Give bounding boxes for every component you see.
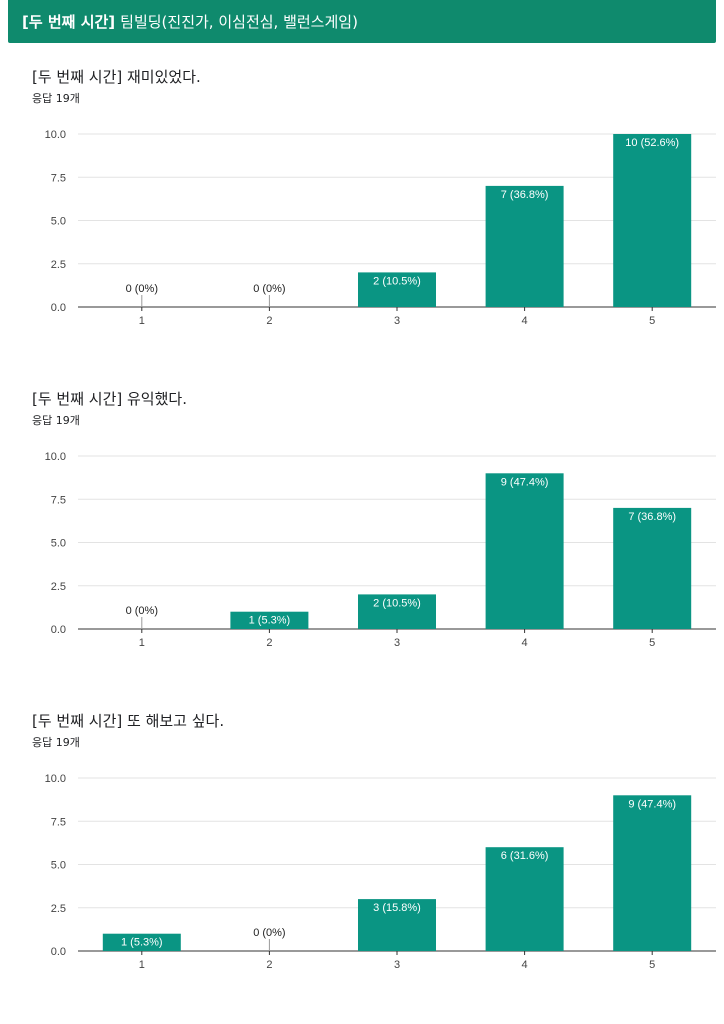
y-tick-label: 7.5 <box>51 816 66 828</box>
x-tick-label: 1 <box>139 959 145 971</box>
question-title-2: [두 번째 시간] 유익했다. <box>32 390 187 408</box>
bar-data-label: 3 (15.8%) <box>373 902 421 914</box>
x-tick-label: 4 <box>522 637 528 649</box>
response-count-2: 응답 19개 <box>32 414 80 427</box>
response-count-1: 응답 19개 <box>32 92 80 105</box>
x-tick-label: 5 <box>649 637 655 649</box>
bar-data-label: 10 (52.6%) <box>625 137 679 149</box>
y-tick-label: 0.0 <box>51 624 66 636</box>
bar-data-label: 9 (47.4%) <box>501 476 549 488</box>
bar <box>485 185 564 307</box>
bar-data-label: 7 (36.8%) <box>501 189 549 201</box>
x-tick-label: 2 <box>266 637 272 649</box>
response-count-3: 응답 19개 <box>32 736 80 749</box>
bar <box>358 272 436 307</box>
header-section-label: [두 번째 시간] <box>22 13 116 31</box>
bar <box>358 594 436 629</box>
y-tick-label: 7.5 <box>51 172 66 184</box>
y-tick-label: 0.0 <box>51 946 66 958</box>
bar-data-label: 9 (47.4%) <box>628 798 676 810</box>
x-tick-label: 5 <box>649 315 655 327</box>
bar <box>102 933 181 951</box>
bar-data-label: 6 (31.6%) <box>501 850 549 862</box>
bar <box>358 899 436 951</box>
x-tick-label: 3 <box>394 959 400 971</box>
y-tick-label: 10.0 <box>45 773 66 785</box>
bar-data-label: 0 (0%) <box>126 283 158 295</box>
bar-data-label: 0 (0%) <box>253 927 285 939</box>
bar <box>485 847 564 951</box>
x-tick-label: 3 <box>394 637 400 649</box>
x-tick-label: 3 <box>394 315 400 327</box>
bar-data-label: 7 (36.8%) <box>628 511 676 523</box>
bar <box>230 611 309 629</box>
bar-data-label: 0 (0%) <box>126 605 158 617</box>
x-tick-label: 1 <box>139 637 145 649</box>
bar-chart-2: 0.0 2.5 5.0 7.5 10.0 1 0 (0%) 2 1 (5.3%) 3 2 (10.5… <box>45 451 716 649</box>
y-tick-label: 10.0 <box>45 451 66 463</box>
bar-data-label: 2 (10.5%) <box>373 597 421 609</box>
bar-chart-3: 0.0 2.5 5.0 7.5 10.0 1 1 (5.3%) 2 0 (0%) 3 3 (15.8… <box>45 773 716 971</box>
bar-chart-1: 0.0 2.5 5.0 7.5 10.0 1 0 (0%) 2 0 (0%) 3 2 (10.5%)… <box>45 129 716 327</box>
bar <box>613 134 692 307</box>
bar <box>613 795 692 951</box>
y-tick-label: 5.0 <box>51 538 66 550</box>
question-title-3: [두 번째 시간] 또 해보고 싶다. <box>32 712 225 730</box>
bar-data-label: 1 (5.3%) <box>121 937 163 949</box>
y-tick-label: 2.5 <box>51 259 66 271</box>
form-header: [두 번째 시간] 팀빌딩(진진가, 이심전심, 밸런스게임) <box>8 0 716 43</box>
y-tick-label: 5.0 <box>51 860 66 872</box>
y-tick-label: 5.0 <box>51 216 66 228</box>
bar <box>613 507 692 629</box>
bar-data-label: 2 (10.5%) <box>373 275 421 287</box>
x-tick-label: 4 <box>522 315 528 327</box>
y-tick-label: 0.0 <box>51 302 66 314</box>
bar-data-label: 1 (5.3%) <box>249 615 291 627</box>
x-tick-label: 2 <box>266 959 272 971</box>
y-tick-label: 10.0 <box>45 129 66 141</box>
y-tick-label: 2.5 <box>51 581 66 593</box>
x-tick-label: 4 <box>522 959 528 971</box>
x-tick-label: 2 <box>266 315 272 327</box>
x-tick-label: 1 <box>139 315 145 327</box>
question-title-1: [두 번째 시간] 재미있었다. <box>32 68 201 86</box>
bar-data-label: 0 (0%) <box>253 283 285 295</box>
header-title: 팀빌딩(진진가, 이심전심, 밸런스게임) <box>120 13 358 31</box>
y-tick-label: 2.5 <box>51 903 66 915</box>
bar <box>485 473 564 629</box>
y-tick-label: 7.5 <box>51 494 66 506</box>
x-tick-label: 5 <box>649 959 655 971</box>
